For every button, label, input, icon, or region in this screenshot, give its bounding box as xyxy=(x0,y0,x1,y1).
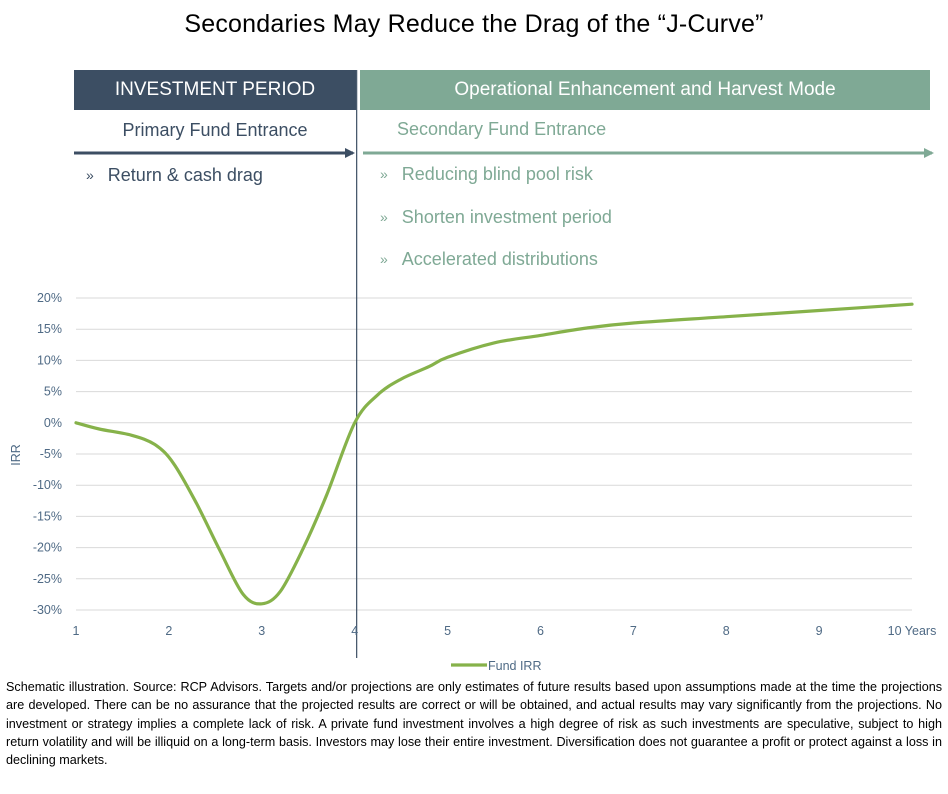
y-axis-label: IRR xyxy=(9,444,23,466)
bullet-mark-icon: » xyxy=(380,209,388,225)
x-tick-label: 6 xyxy=(537,624,544,638)
harvest-mode-band: Operational Enhancement and Harvest Mode xyxy=(360,70,930,110)
x-tick-label: 10 Years xyxy=(888,624,937,638)
bullet-right-text: Reducing blind pool risk xyxy=(401,164,593,184)
bullet-right-item: » Reducing blind pool risk xyxy=(380,164,593,185)
bullet-left-text: Return & cash drag xyxy=(107,165,263,185)
y-tick-label: -15% xyxy=(33,509,62,523)
bullet-mark-icon: » xyxy=(86,167,94,183)
y-tick-label: -25% xyxy=(33,572,62,586)
bullet-mark-icon: » xyxy=(380,251,388,267)
y-tick-label: -30% xyxy=(33,603,62,617)
x-tick-label: 5 xyxy=(444,624,451,638)
chart-title: Secondaries May Reduce the Drag of the “… xyxy=(184,10,764,38)
y-tick-label: 0% xyxy=(44,416,62,430)
x-tick-label: 1 xyxy=(73,624,80,638)
y-tick-label: 15% xyxy=(37,322,62,336)
y-tick-label: 20% xyxy=(37,291,62,305)
x-tick-label: 9 xyxy=(816,624,823,638)
bullet-left-item: » Return & cash drag xyxy=(86,165,263,186)
x-tick-label: 7 xyxy=(630,624,637,638)
x-tick-label: 8 xyxy=(723,624,730,638)
x-tick-label: 2 xyxy=(165,624,172,638)
y-tick-label: -20% xyxy=(33,541,62,555)
secondary-fund-entrance-label: Secondary Fund Entrance xyxy=(397,119,607,139)
bullet-right-text: Accelerated distributions xyxy=(401,249,598,269)
disclaimer-footnote: Schematic illustration. Source: RCP Advi… xyxy=(6,680,942,768)
bullet-right-item: » Accelerated distributions xyxy=(380,249,598,270)
bullet-right-text: Shorten investment period xyxy=(401,207,612,227)
primary-fund-entrance-label: Primary Fund Entrance xyxy=(122,120,308,140)
y-tick-label: 10% xyxy=(37,353,62,367)
y-tick-label: 5% xyxy=(44,385,62,399)
investment-period-band: INVESTMENT PERIOD xyxy=(74,70,356,110)
fund-irr-series-line xyxy=(74,302,914,606)
x-tick-label: 4 xyxy=(351,624,358,638)
y-tick-label: -10% xyxy=(33,478,62,492)
legend-label: Fund IRR xyxy=(488,659,542,673)
bullet-mark-icon: » xyxy=(380,166,388,182)
bullet-right-item: » Shorten investment period xyxy=(380,207,612,228)
y-tick-label: -5% xyxy=(40,447,62,461)
x-tick-label: 3 xyxy=(258,624,265,638)
